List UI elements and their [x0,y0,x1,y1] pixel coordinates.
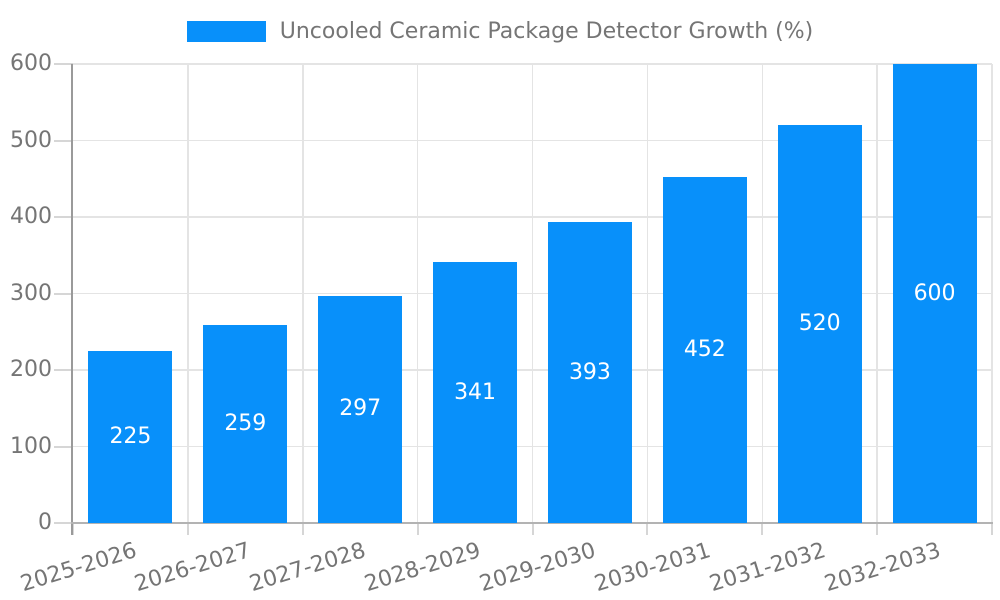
x-gridline [876,64,878,523]
bar[interactable] [547,222,632,523]
y-axis-tick [54,216,73,218]
y-axis-tick-label: 500 [10,127,52,153]
x-axis-tick [646,523,649,535]
y-axis-tick-label: 0 [38,510,52,535]
x-axis-tick-label: 2029-2030 [476,538,599,598]
y-axis-tick [54,292,73,295]
x-axis-tick [531,523,534,535]
bar[interactable] [203,324,288,523]
bar[interactable] [892,64,977,523]
y-axis-line [71,64,73,535]
y-axis-tick-label: 600 [10,51,52,76]
x-axis-tick-label: 2025-2026 [17,538,140,598]
bar-value-label: 341 [454,379,497,405]
legend-color-swatch [186,21,266,42]
x-gridline [187,64,189,523]
x-axis-line [71,522,993,524]
bar[interactable] [433,262,518,523]
bar-value-label: 297 [339,396,382,422]
bar-value-label: 259 [224,410,267,436]
x-gridline [761,64,763,523]
bar-value-label: 600 [913,280,956,306]
x-axis-tick [72,523,74,535]
legend: Uncooled Ceramic Package Detector Growth… [0,20,1000,43]
x-axis-tick-label: 2031-2032 [706,538,829,598]
x-gridline [302,64,304,523]
x-axis-tick [186,523,189,535]
y-axis-tick-label: 300 [10,280,52,306]
x-gridline [646,64,649,523]
x-axis-tick [301,523,304,535]
x-axis-tick-label: 2030-2031 [591,538,714,598]
bar[interactable] [88,350,173,523]
legend-item[interactable]: Uncooled Ceramic Package Detector Growth… [186,19,814,44]
y-axis-tick-label: 400 [10,204,52,229]
bar-value-label: 393 [568,359,611,385]
bar-value-label: 452 [683,337,726,363]
x-axis-tick [991,523,993,535]
x-axis-tick [761,523,764,535]
y-axis-tick [54,139,73,142]
x-axis-tick [416,523,419,535]
x-axis-tick-label: 2026-2027 [132,538,255,598]
y-axis-tick [54,63,73,65]
plot-right-border [991,64,993,523]
legend-label: Uncooled Ceramic Package Detector Growth… [279,19,814,44]
x-axis-tick-label: 2028-2029 [361,538,484,598]
x-axis-tick [876,523,879,535]
y-axis-tick [54,445,73,448]
y-axis-tick-label: 100 [10,433,52,459]
x-axis-tick-label: 2027-2028 [246,538,369,598]
x-axis-tick-label: 2032-2033 [821,538,944,598]
y-axis-tick-label: 200 [10,357,52,382]
bar[interactable] [662,177,747,523]
x-gridline [531,64,534,523]
bar[interactable] [777,125,862,523]
bar-value-label: 520 [798,311,841,337]
y-axis-tick [54,369,73,371]
bar[interactable] [318,295,403,523]
x-gridline [416,64,419,523]
y-axis-tick [54,522,73,524]
bar-value-label: 225 [109,423,152,449]
